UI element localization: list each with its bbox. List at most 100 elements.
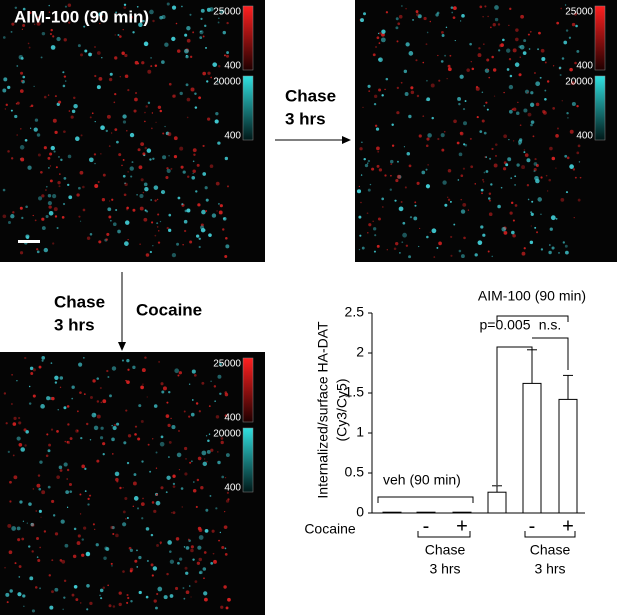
fluorescence-spot	[159, 109, 163, 113]
fluorescence-spot	[211, 213, 217, 218]
fluorescence-spot	[438, 241, 442, 246]
fluorescence-spot	[206, 80, 209, 83]
fluorescence-spot	[179, 146, 184, 151]
fluorescence-spot	[381, 94, 384, 97]
fluorescence-spot	[127, 596, 130, 600]
fluorescence-spot	[186, 208, 191, 213]
fluorescence-spot	[84, 467, 87, 470]
chase-bracket	[524, 531, 576, 538]
fluorescence-spot	[177, 561, 180, 565]
fluorescence-spot	[54, 130, 58, 134]
fluorescence-spot	[94, 162, 96, 165]
fluorescence-spot	[542, 109, 546, 114]
fluorescence-spot	[527, 33, 530, 36]
fluorescence-spot	[226, 54, 230, 58]
fluorescence-spot	[491, 55, 494, 59]
fluorescence-spot	[555, 134, 559, 138]
fluorescence-spot	[395, 17, 399, 21]
fluorescence-spot	[512, 219, 515, 222]
fluorescence-spot	[486, 108, 489, 111]
fluorescence-spot	[106, 232, 110, 236]
fluorescence-spot	[191, 399, 194, 401]
fluorescence-spot	[491, 255, 494, 258]
fluorescence-spot	[152, 566, 158, 571]
fluorescence-spot	[527, 198, 530, 201]
fluorescence-spot	[541, 56, 546, 61]
fluorescence-spot	[192, 558, 195, 561]
fluorescence-spot	[108, 604, 112, 608]
fluorescence-spot	[149, 158, 152, 161]
fluorescence-spot	[137, 62, 140, 65]
fluorescence-spot	[482, 16, 484, 18]
fluorescence-spot	[59, 469, 63, 472]
fluorescence-spot	[47, 194, 52, 198]
fluorescence-spot	[90, 396, 93, 400]
fluorescence-spot	[192, 488, 197, 493]
y-tick-label: 1.5	[345, 384, 365, 400]
fluorescence-spot	[156, 198, 159, 201]
fluorescence-spot	[208, 405, 211, 408]
fluorescence-spot	[457, 97, 462, 101]
fluorescence-spot	[4, 108, 7, 110]
fluorescence-spot	[364, 163, 369, 168]
fluorescence-spot	[482, 233, 486, 237]
fluorescence-spot	[66, 506, 69, 508]
fluorescence-spot	[143, 217, 148, 222]
colorbar-min: 400	[576, 61, 593, 72]
fluorescence-spot	[391, 144, 395, 147]
fluorescence-spot	[476, 115, 479, 119]
fluorescence-spot	[136, 5, 139, 8]
fluorescence-spot	[223, 217, 226, 220]
fluorescence-spot	[534, 226, 537, 229]
fluorescence-spot	[217, 21, 220, 24]
fluorescence-spot	[416, 94, 420, 98]
fluorescence-spot	[107, 207, 112, 212]
fluorescence-spot	[100, 125, 105, 131]
fluorescence-spot	[361, 141, 363, 144]
fluorescence-spot	[41, 31, 46, 36]
fluorescence-spot	[123, 3, 127, 7]
fluorescence-spot	[166, 167, 169, 170]
fluorescence-spot	[551, 246, 555, 250]
fluorescence-spot	[139, 193, 144, 199]
fluorescence-spot	[145, 595, 149, 599]
fluorescence-spot	[54, 215, 58, 218]
fluorescence-spot	[31, 609, 36, 613]
fluorescence-spot	[427, 164, 429, 166]
fluorescence-spot	[494, 17, 499, 22]
fluorescence-spot	[49, 605, 54, 610]
fluorescence-spot	[48, 11, 51, 14]
fluorescence-spot	[494, 5, 499, 10]
fluorescence-spot	[373, 94, 378, 99]
fluorescence-spot	[191, 369, 196, 374]
fluorescence-spot	[183, 410, 186, 413]
fluorescence-spot	[155, 606, 158, 610]
fluorescence-spot	[43, 247, 49, 253]
fluorescence-spot	[199, 570, 203, 575]
fluorescence-spot	[225, 236, 228, 240]
fluorescence-spot	[169, 594, 174, 598]
fluorescence-spot	[464, 100, 467, 103]
bar	[416, 511, 436, 514]
fluorescence-spot	[189, 461, 192, 464]
fluorescence-spot	[188, 415, 191, 418]
fluorescence-spot	[431, 228, 437, 234]
fluorescence-spot	[25, 430, 29, 434]
fluorescence-spot	[32, 394, 36, 398]
fluorescence-spot	[119, 486, 122, 490]
fluorescence-spot	[214, 400, 216, 402]
fluorescence-spot	[556, 21, 560, 25]
fluorescence-spot	[487, 15, 489, 18]
fluorescence-spot	[105, 129, 109, 133]
fluorescence-spot	[8, 550, 13, 555]
fluorescence-spot	[126, 380, 130, 384]
fluorescence-spot	[219, 9, 225, 14]
fluorescence-spot	[46, 396, 51, 401]
fluorescence-spot	[537, 48, 540, 51]
fluorescence-spot	[49, 32, 53, 36]
fluorescence-spot	[143, 182, 148, 187]
fluorescence-spot	[144, 209, 147, 212]
fluorescence-spot	[111, 198, 114, 201]
fluorescence-spot	[99, 436, 104, 440]
fluorescence-spot	[201, 450, 207, 456]
